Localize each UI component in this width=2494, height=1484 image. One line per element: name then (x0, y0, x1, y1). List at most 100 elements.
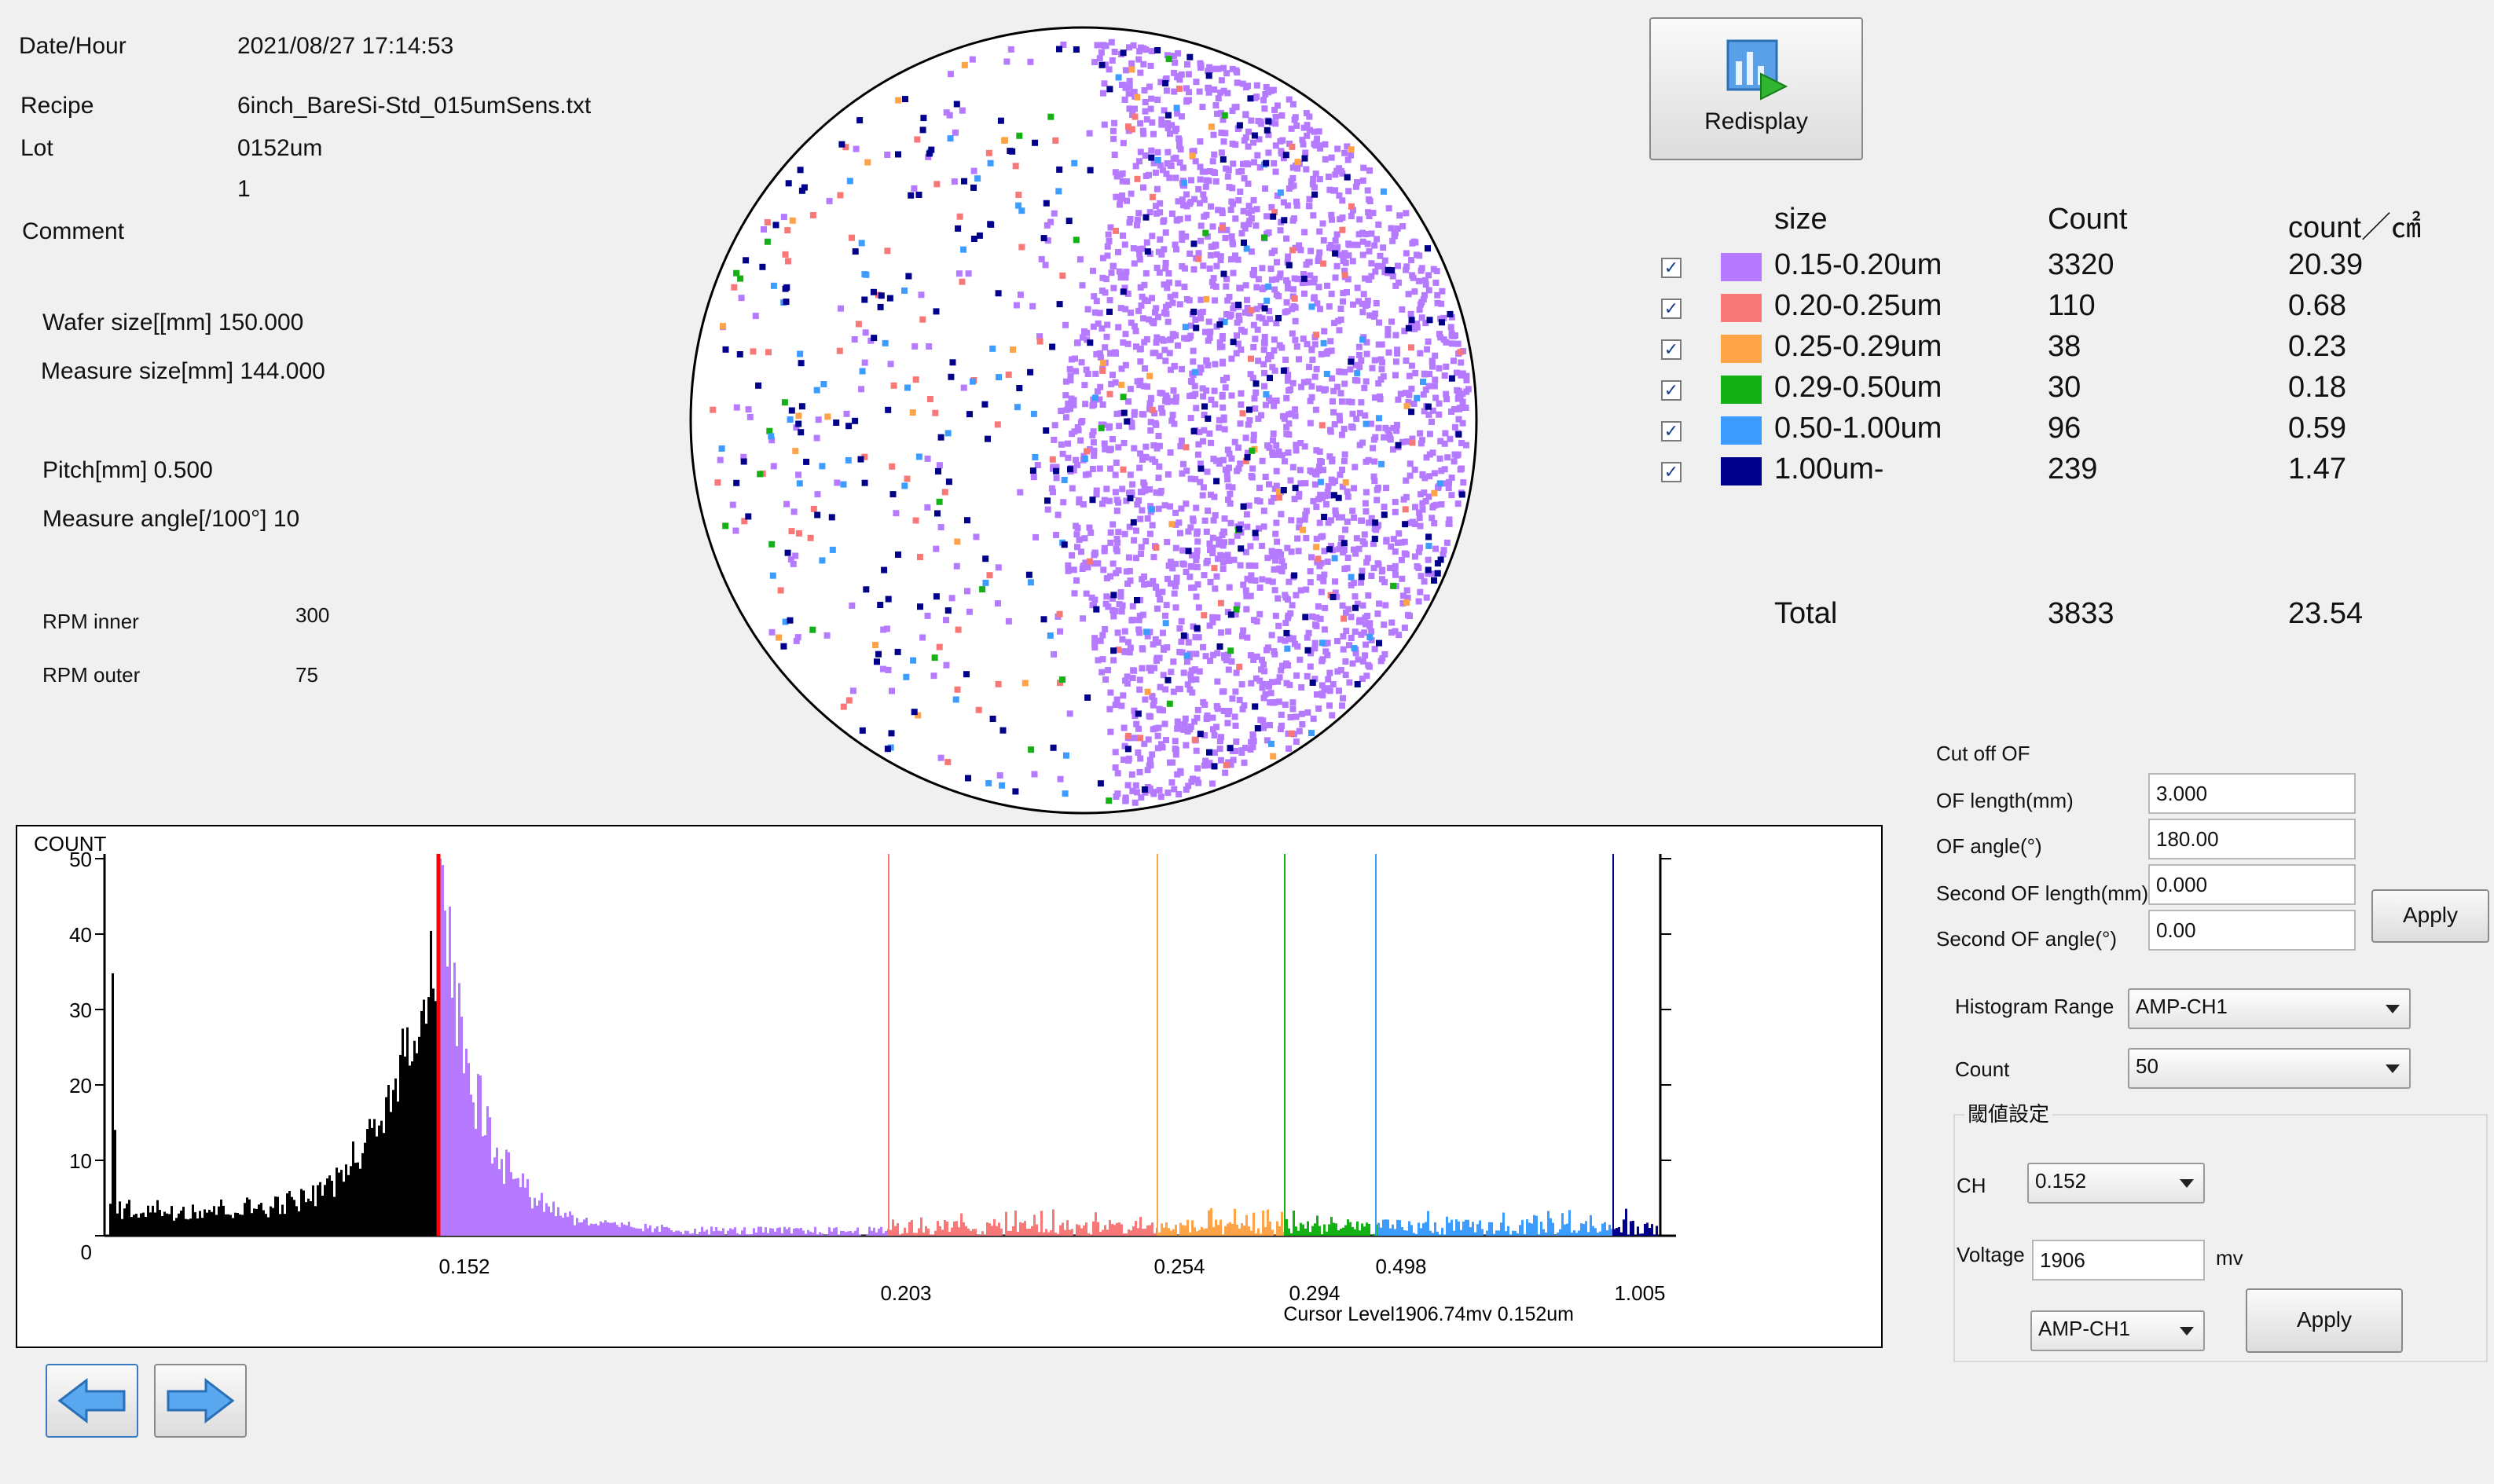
wafer-defect-dot (1123, 497, 1130, 504)
wafer-defect-dot (974, 175, 981, 182)
size-checkbox[interactable]: ✓ (1661, 462, 1682, 482)
wafer-defect-dot (1181, 335, 1188, 342)
size-checkbox[interactable]: ✓ (1661, 339, 1682, 360)
wafer-defect-dot (1308, 730, 1315, 736)
wafer-defect-dot (885, 406, 892, 413)
histogram-bar (795, 1228, 798, 1236)
wafer-defect-dot (1131, 707, 1138, 714)
wafer-defect-dot (1280, 199, 1287, 206)
wafer-defect-dot (1458, 440, 1465, 446)
second-of-angle-input[interactable] (2148, 910, 2356, 951)
wafer-defect-dot (1268, 203, 1275, 211)
wafer-defect-dot (1273, 398, 1280, 404)
wafer-defect-dot (1130, 245, 1137, 252)
histogram-bar (489, 1117, 491, 1236)
wafer-defect-dot (933, 308, 940, 315)
wafer-defect-dot (1178, 113, 1185, 120)
histogram-bar (875, 1232, 878, 1236)
wafer-defect-dot (1407, 472, 1414, 479)
size-checkbox[interactable]: ✓ (1661, 380, 1682, 401)
wafer-defect-dot (936, 643, 943, 650)
wafer-defect-dot (1360, 164, 1367, 171)
wafer-defect-dot (1183, 191, 1190, 198)
histogram-bar (1085, 1222, 1087, 1236)
wafer-defect-dot (1264, 555, 1271, 562)
histogram-bar (960, 1213, 963, 1236)
wafer-defect-dot (1137, 515, 1144, 522)
wafer-defect-dot (944, 430, 952, 437)
wafer-defect-dot (1266, 481, 1272, 488)
wafer-defect-dot (924, 504, 931, 511)
wafer-defect-dot (1305, 378, 1312, 385)
wafer-defect-dot (1365, 592, 1372, 599)
wafer-defect-dot (1275, 678, 1282, 685)
histogram-bar (1359, 1230, 1361, 1236)
wafer-defect-dot (717, 456, 724, 464)
wafer-defect-dot (1227, 490, 1234, 497)
wafer-defect-dot (963, 671, 970, 678)
histogram-bar (1554, 1235, 1557, 1236)
wafer-defect-dot (1350, 207, 1356, 214)
of-length-input[interactable] (2148, 773, 2356, 814)
wafer-defect-dot (1439, 288, 1446, 295)
wafer-defect-dot (1169, 412, 1176, 419)
wafer-defect-dot (1303, 110, 1310, 116)
histogram-bar (1250, 1230, 1253, 1236)
size-checkbox[interactable]: ✓ (1661, 421, 1682, 442)
histogram-range-select[interactable]: AMP-CH1 (2128, 988, 2411, 1029)
wafer-defect-dot (740, 453, 747, 460)
wafer-defect-dot (1429, 515, 1436, 522)
wafer-defect-dot (1293, 123, 1300, 129)
wafer-defect-dot (1219, 224, 1226, 231)
voltage-input[interactable] (2032, 1240, 2205, 1281)
wafer-defect-dot (1370, 445, 1377, 452)
wafer-defect-dot (1323, 350, 1330, 357)
size-checkbox[interactable]: ✓ (1661, 258, 1682, 278)
ch-select[interactable]: 0.152 (2027, 1163, 2205, 1204)
cutoff-apply-button[interactable]: Apply (2371, 889, 2489, 943)
wafer-defect-dot (1411, 521, 1418, 527)
wafer-defect-dot (1228, 233, 1235, 240)
wafer-defect-dot (1217, 757, 1224, 764)
wafer-defect-dot (1356, 216, 1363, 223)
wafer-defect-dot (1219, 343, 1226, 350)
wafer-defect-dot (1259, 457, 1266, 464)
of-angle-input[interactable] (2148, 819, 2356, 859)
wafer-defect-dot (838, 305, 844, 312)
wafer-defect-dot (1171, 786, 1178, 793)
histogram-bar (1448, 1222, 1451, 1236)
histogram-bar (1043, 1232, 1045, 1236)
count-select[interactable]: 50 (2128, 1048, 2411, 1089)
wafer-defect-dot (1157, 596, 1164, 603)
wafer-defect-dot (1102, 344, 1109, 351)
prev-button[interactable] (46, 1364, 138, 1438)
wafer-defect-dot (1150, 442, 1157, 449)
histogram-bar (215, 1215, 218, 1236)
histogram-bar (1528, 1222, 1531, 1236)
wafer-defect-dot (1228, 392, 1235, 399)
wafer-defect-dot (1342, 526, 1349, 533)
wafer-defect-dot (1313, 622, 1320, 629)
size-checkbox[interactable]: ✓ (1661, 299, 1682, 319)
next-button[interactable] (154, 1364, 247, 1438)
wafer-defect-dot (1257, 303, 1264, 310)
wafer-defect-dot (1366, 196, 1373, 203)
amp-select[interactable]: AMP-CH1 (2030, 1310, 2205, 1351)
redisplay-button[interactable]: Redisplay (1649, 17, 1863, 160)
wafer-defect-dot (1136, 686, 1143, 693)
wafer-defect-dot (1149, 193, 1156, 200)
histogram-bar (1123, 1233, 1125, 1236)
wafer-defect-dot (788, 407, 795, 414)
wafer-defect-dot (1425, 338, 1432, 345)
histogram-bar (1321, 1234, 1323, 1236)
second-of-length-input[interactable] (2148, 864, 2356, 905)
wafer-defect-dot (1131, 323, 1138, 330)
wafer-defect-dot (1144, 248, 1151, 255)
threshold-apply-button[interactable]: Apply (2246, 1288, 2403, 1353)
histogram-bar (1344, 1225, 1347, 1236)
histogram-bar (908, 1222, 911, 1236)
wafer-defect-dot (1284, 377, 1291, 384)
wafer-defect-dot (764, 238, 771, 245)
wafer-defect-dot (1190, 308, 1197, 315)
wafer-defect-dot (1248, 355, 1254, 362)
